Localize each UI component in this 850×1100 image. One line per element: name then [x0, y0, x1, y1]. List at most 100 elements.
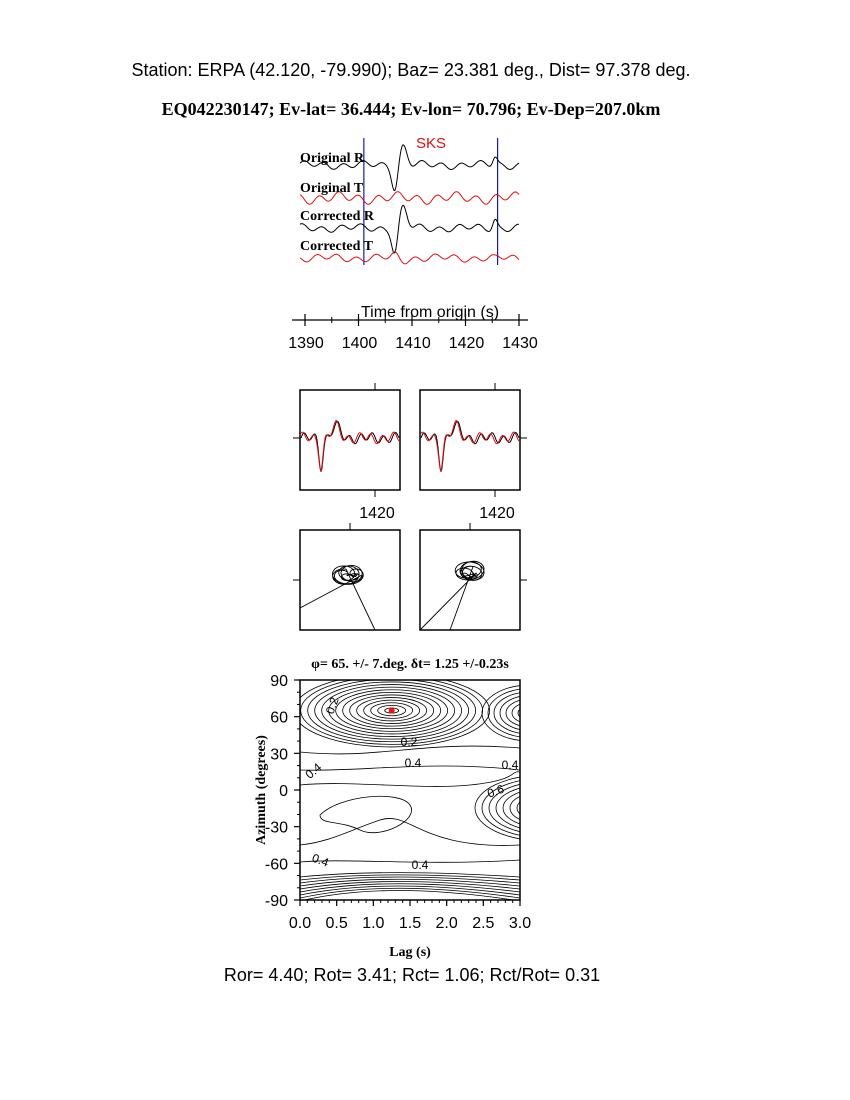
contour-line [481, 780, 520, 836]
overlay-t [420, 419, 520, 473]
contour-line [356, 697, 428, 724]
contour-line [314, 681, 470, 740]
lag-tick-label: 0.5 [326, 915, 348, 932]
azimuth-tick-label: 90 [270, 673, 288, 690]
contour-line [300, 887, 520, 899]
azimuth-tick-label: -30 [265, 820, 288, 837]
contour-line [499, 696, 520, 730]
trace-label-original-t: Original T [300, 181, 364, 196]
waveform-box-right [419, 389, 521, 491]
contour-line [487, 688, 520, 738]
contour-line [474, 776, 520, 840]
splitting-parameters-title: φ= 65. +/- 7.deg. δt= 1.25 +/-0.23s [311, 657, 509, 672]
particle-path [299, 564, 376, 631]
time-tick-label: 1420 [449, 335, 485, 352]
overlay-r [420, 420, 520, 472]
contour-line [300, 878, 520, 887]
trace-label-corrected-r: Corrected R [300, 209, 375, 224]
contour-line [300, 885, 520, 896]
contour-line [538, 805, 552, 812]
contour-line [493, 692, 520, 734]
contour-line [502, 791, 520, 825]
energy-grid-panel: φ= 65. +/- 7.deg. δt= 1.25 +/-0.23s 0.2 0… [254, 657, 566, 960]
trace-corrected-r [299, 204, 519, 254]
contour-line [516, 801, 520, 815]
overlay-t [300, 419, 400, 473]
lag-tick-label: 2.0 [436, 915, 458, 932]
contour-line [300, 883, 520, 893]
contour-line [342, 691, 442, 730]
contour-line [300, 745, 520, 755]
contour-line [531, 801, 559, 814]
seismogram-panel: SKS Original R Original T Corrected R Co… [288, 135, 538, 352]
waveform-comparison-panel: 1420 1420 [293, 383, 527, 522]
phase-label: SKS [416, 135, 446, 152]
contour-line [495, 787, 520, 829]
contour-line [524, 798, 566, 818]
azimuth-axis-ticks: 90 60 30 0 -30 -60 -90 [265, 673, 300, 910]
trace-original-r [299, 144, 520, 192]
azimuth-tick-label: 60 [270, 710, 288, 727]
trace-label-original-r: Original R [300, 151, 365, 166]
time-tick-label: 1400 [342, 335, 378, 352]
contour-value-label: 0.4 [412, 858, 429, 872]
ratios-line: Ror= 4.40; Rot= 3.41; Rct= 1.06; Rct/Rot… [224, 965, 600, 985]
seismogram-traces [299, 144, 520, 265]
contour-value-label: 0.2 [323, 695, 342, 716]
contour-value-label: 0.6 [485, 782, 506, 801]
lag-tick-label: 1.5 [399, 915, 421, 932]
contour-line [328, 686, 456, 735]
azimuth-tick-label: -90 [265, 893, 288, 910]
lag-tick-label: 1.0 [362, 915, 384, 932]
contour-line [488, 783, 520, 833]
contour-lines [300, 680, 566, 900]
contour-line [321, 684, 463, 737]
time-tick-label: 1410 [395, 335, 431, 352]
particle-motion-panel [293, 523, 527, 631]
contour-line [300, 876, 520, 884]
contour-line [377, 704, 407, 717]
particle-path [419, 560, 485, 631]
x-tick-label: 1420 [479, 505, 515, 522]
contour-line [505, 699, 520, 727]
contour-line [481, 685, 520, 741]
time-axis-ticks: 1390 1400 1410 1420 1430 [288, 314, 538, 352]
contour-line [335, 689, 449, 732]
trace-corrected-t [299, 251, 520, 265]
contour-line [319, 795, 412, 834]
azimuth-tick-label: 0 [279, 783, 288, 800]
waveform-box-left [299, 389, 401, 491]
trace-original-t [299, 191, 520, 205]
contour-line [300, 881, 520, 890]
contour-value-label: 0.4 [310, 851, 331, 870]
contour-line [300, 765, 520, 771]
contour-value-label: 0.4 [303, 760, 325, 782]
lag-tick-label: 2.5 [472, 915, 494, 932]
contour-line [363, 699, 421, 722]
particle-motion-right [419, 560, 485, 631]
contour-line [511, 703, 520, 723]
particle-motion-left [299, 564, 376, 631]
contour-line [302, 890, 516, 900]
contour-line [307, 680, 477, 743]
contour-line [300, 680, 491, 748]
time-tick-label: 1430 [502, 335, 538, 352]
contour-value-label: 0.2 [401, 735, 418, 749]
waveform-overlay-right [420, 419, 520, 473]
lag-tick-label: 0.0 [289, 915, 311, 932]
overlay-r [300, 420, 400, 472]
contour-line [370, 702, 414, 719]
contour-line [300, 818, 520, 846]
trace-label-corrected-t: Corrected T [300, 239, 374, 254]
waveform-overlay-left [300, 419, 400, 473]
best-fit-marker [388, 707, 395, 714]
contour-line [300, 771, 520, 787]
azimuth-axis-label: Azimuth (degrees) [254, 735, 269, 845]
station-line: Station: ERPA (42.120, -79.990); Baz= 23… [131, 60, 690, 80]
x-tick-label: 1420 [359, 505, 395, 522]
contour-line [300, 859, 520, 863]
lag-axis-label: Lag (s) [389, 945, 431, 960]
contour-labels: 0.2 0.2 0.4 0.4 0.4 0.6 0.4 0.4 [303, 695, 519, 872]
azimuth-tick-label: 30 [270, 746, 288, 763]
